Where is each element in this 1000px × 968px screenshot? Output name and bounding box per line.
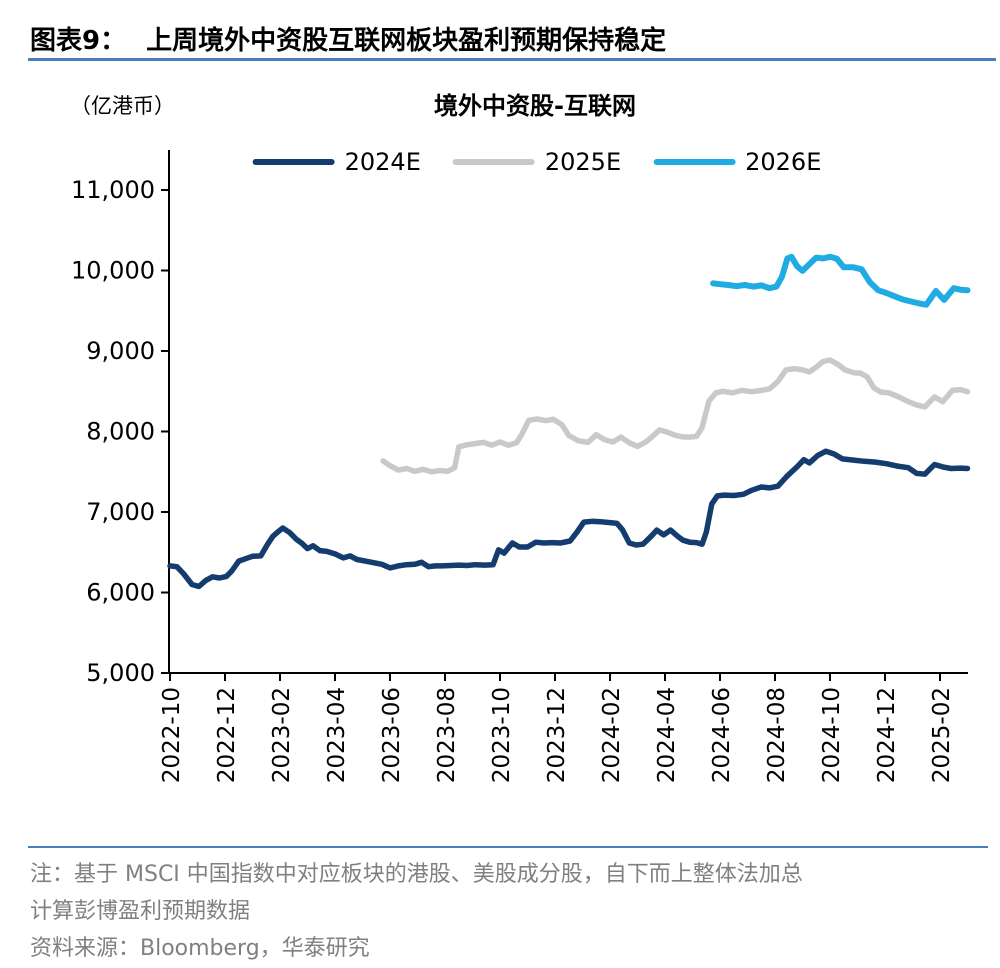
- figure-number-label: 图表9：: [30, 26, 127, 56]
- top-divider: [28, 58, 996, 61]
- svg-text:10,000: 10,000: [71, 257, 155, 285]
- chart-legend: 2024E 2025E 2026E: [252, 148, 821, 176]
- svg-text:9,000: 9,000: [86, 337, 155, 365]
- svg-text:2024-08: 2024-08: [764, 687, 790, 783]
- chart-title: 境外中资股-互联网: [434, 92, 636, 120]
- svg-text:2025-02: 2025-02: [929, 687, 955, 783]
- svg-text:2023-10: 2023-10: [489, 687, 515, 783]
- svg-text:2024-04: 2024-04: [654, 687, 680, 783]
- svg-text:2023-06: 2023-06: [379, 687, 405, 783]
- svg-text:7,000: 7,000: [86, 498, 155, 526]
- figure-title: 上周境外中资股互联网板块盈利预期保持稳定: [146, 26, 667, 56]
- source-line: 资料来源：Bloomberg，华泰研究: [30, 936, 370, 961]
- legend-label-2026e: 2026E: [745, 148, 822, 176]
- svg-text:6,000: 6,000: [86, 579, 155, 607]
- svg-text:2024-06: 2024-06: [709, 687, 735, 783]
- legend-swatch-2025e: [452, 159, 535, 165]
- legend-item-2025e: 2025E: [452, 148, 622, 176]
- svg-text:2024-10: 2024-10: [819, 687, 845, 783]
- legend-label-2024e: 2024E: [344, 148, 421, 176]
- svg-text:2022-12: 2022-12: [214, 687, 240, 783]
- y-axis-unit-label: （亿港币）: [70, 94, 175, 118]
- svg-text:2024-02: 2024-02: [599, 687, 625, 783]
- legend-swatch-2026e: [653, 159, 736, 165]
- svg-text:2022-10: 2022-10: [159, 687, 185, 783]
- svg-text:5,000: 5,000: [86, 659, 155, 687]
- chart-notes: 注：基于 MSCI 中国指数中对应板块的港股、美股成分股，自下而上整体法加总 计…: [30, 856, 803, 967]
- svg-text:2023-12: 2023-12: [544, 687, 570, 783]
- figure-header: 图表9： 上周境外中资股互联网板块盈利预期保持稳定: [30, 20, 666, 57]
- legend-swatch-2024e: [252, 159, 335, 165]
- svg-text:2023-08: 2023-08: [434, 687, 460, 783]
- bottom-divider: [28, 846, 988, 848]
- svg-text:8,000: 8,000: [86, 418, 155, 446]
- note-line-1: 注：基于 MSCI 中国指数中对应板块的港股、美股成分股，自下而上整体法加总: [30, 862, 803, 887]
- legend-label-2025e: 2025E: [544, 148, 622, 176]
- svg-text:2023-02: 2023-02: [269, 687, 295, 783]
- svg-text:11,000: 11,000: [71, 176, 155, 204]
- legend-item-2024e: 2024E: [252, 148, 421, 176]
- svg-text:2024-12: 2024-12: [874, 687, 900, 783]
- svg-text:2023-04: 2023-04: [324, 687, 350, 783]
- line-chart: 11,00010,0009,0008,0007,0006,0005,000202…: [71, 150, 971, 783]
- legend-item-2026e: 2026E: [653, 148, 821, 176]
- note-line-2: 计算彭博盈利预期数据: [30, 899, 251, 924]
